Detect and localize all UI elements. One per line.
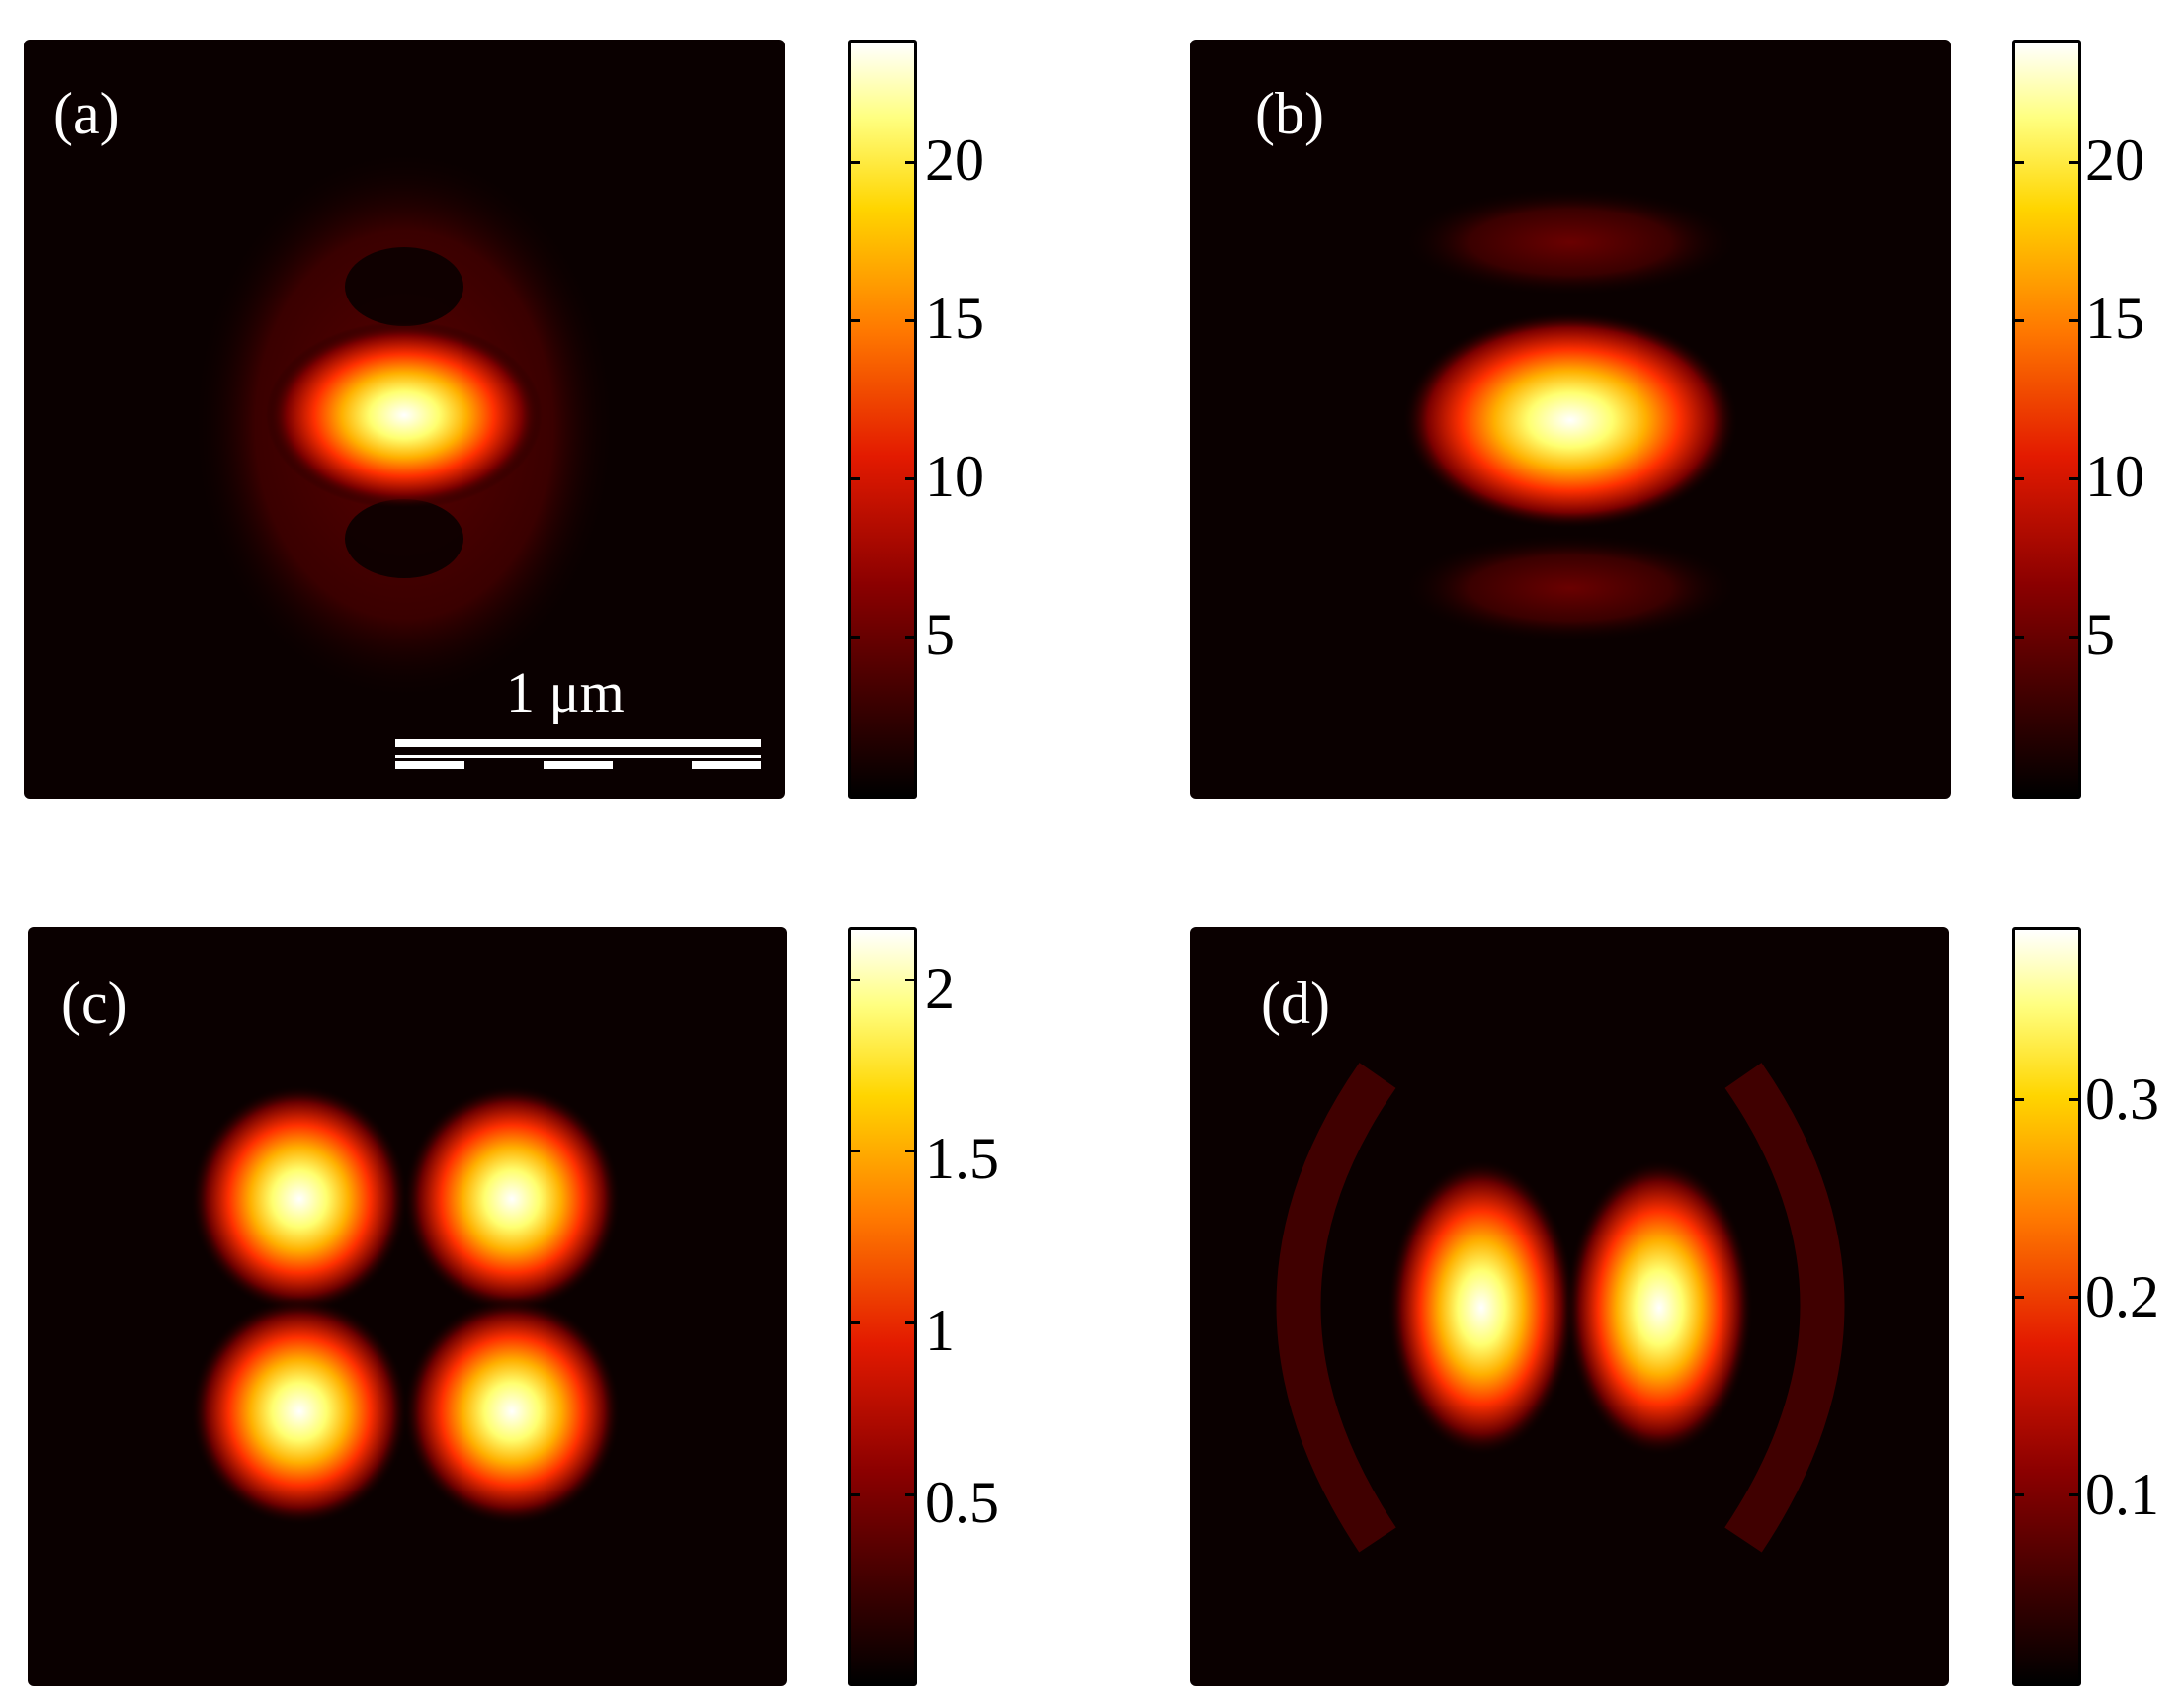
scale-bar-label: 1 μm — [506, 660, 625, 724]
colorbar-d — [2012, 927, 2081, 1686]
colorbar-b-tick-15: 15 — [2085, 286, 2144, 351]
colorbar-c-tick-0.5: 0.5 — [925, 1470, 999, 1535]
colorbar-c-tick-2: 2 — [925, 956, 955, 1021]
heatmap-a — [24, 40, 785, 799]
colorbar-c — [848, 927, 917, 1686]
lobe-left — [1387, 1159, 1575, 1456]
colorbar-c-tick-1: 1 — [925, 1298, 955, 1363]
colorbar-a-tick-5: 5 — [925, 602, 955, 667]
lobe-top-right — [403, 1085, 621, 1313]
colorbar-b-tick-5: 5 — [2085, 602, 2115, 667]
colorbar-b-tick-20: 20 — [2085, 128, 2144, 193]
upper-band — [1402, 188, 1738, 297]
heatmap-c — [28, 927, 787, 1686]
colorbar-d-tick-0.3: 0.3 — [2085, 1066, 2159, 1132]
lower-band — [1402, 534, 1738, 642]
lobe-bottom-right — [403, 1298, 621, 1525]
panel-label-c: (c) — [61, 971, 127, 1036]
panel-label-b: (b) — [1255, 81, 1324, 146]
colorbar-a-tick-10: 10 — [925, 444, 984, 509]
central-peak — [1402, 311, 1738, 529]
colorbar-d-tick-0.1: 0.1 — [2085, 1462, 2159, 1527]
lobe-right — [1565, 1159, 1753, 1456]
colorbar-d-tick-0.2: 0.2 — [2085, 1264, 2159, 1329]
heatmap-d — [1190, 927, 1949, 1686]
outer-arc-left — [1276, 1063, 1396, 1553]
outer-arc-right — [1724, 1063, 1845, 1553]
heatmap-b — [1190, 40, 1951, 799]
panel-label-d: (d) — [1261, 971, 1330, 1036]
colorbar-b — [2012, 40, 2081, 799]
colorbar-b-tick-10: 10 — [2085, 444, 2144, 509]
colorbar-c-tick-1.5: 1.5 — [925, 1126, 999, 1191]
colorbar-a-tick-20: 20 — [925, 128, 984, 193]
panel-label-a: (a) — [53, 81, 120, 146]
colorbar-a — [848, 40, 917, 799]
lobe-top-left — [191, 1085, 408, 1313]
central-peak — [266, 321, 543, 509]
colorbar-a-tick-15: 15 — [925, 286, 984, 351]
lobe-bottom-left — [191, 1298, 408, 1525]
